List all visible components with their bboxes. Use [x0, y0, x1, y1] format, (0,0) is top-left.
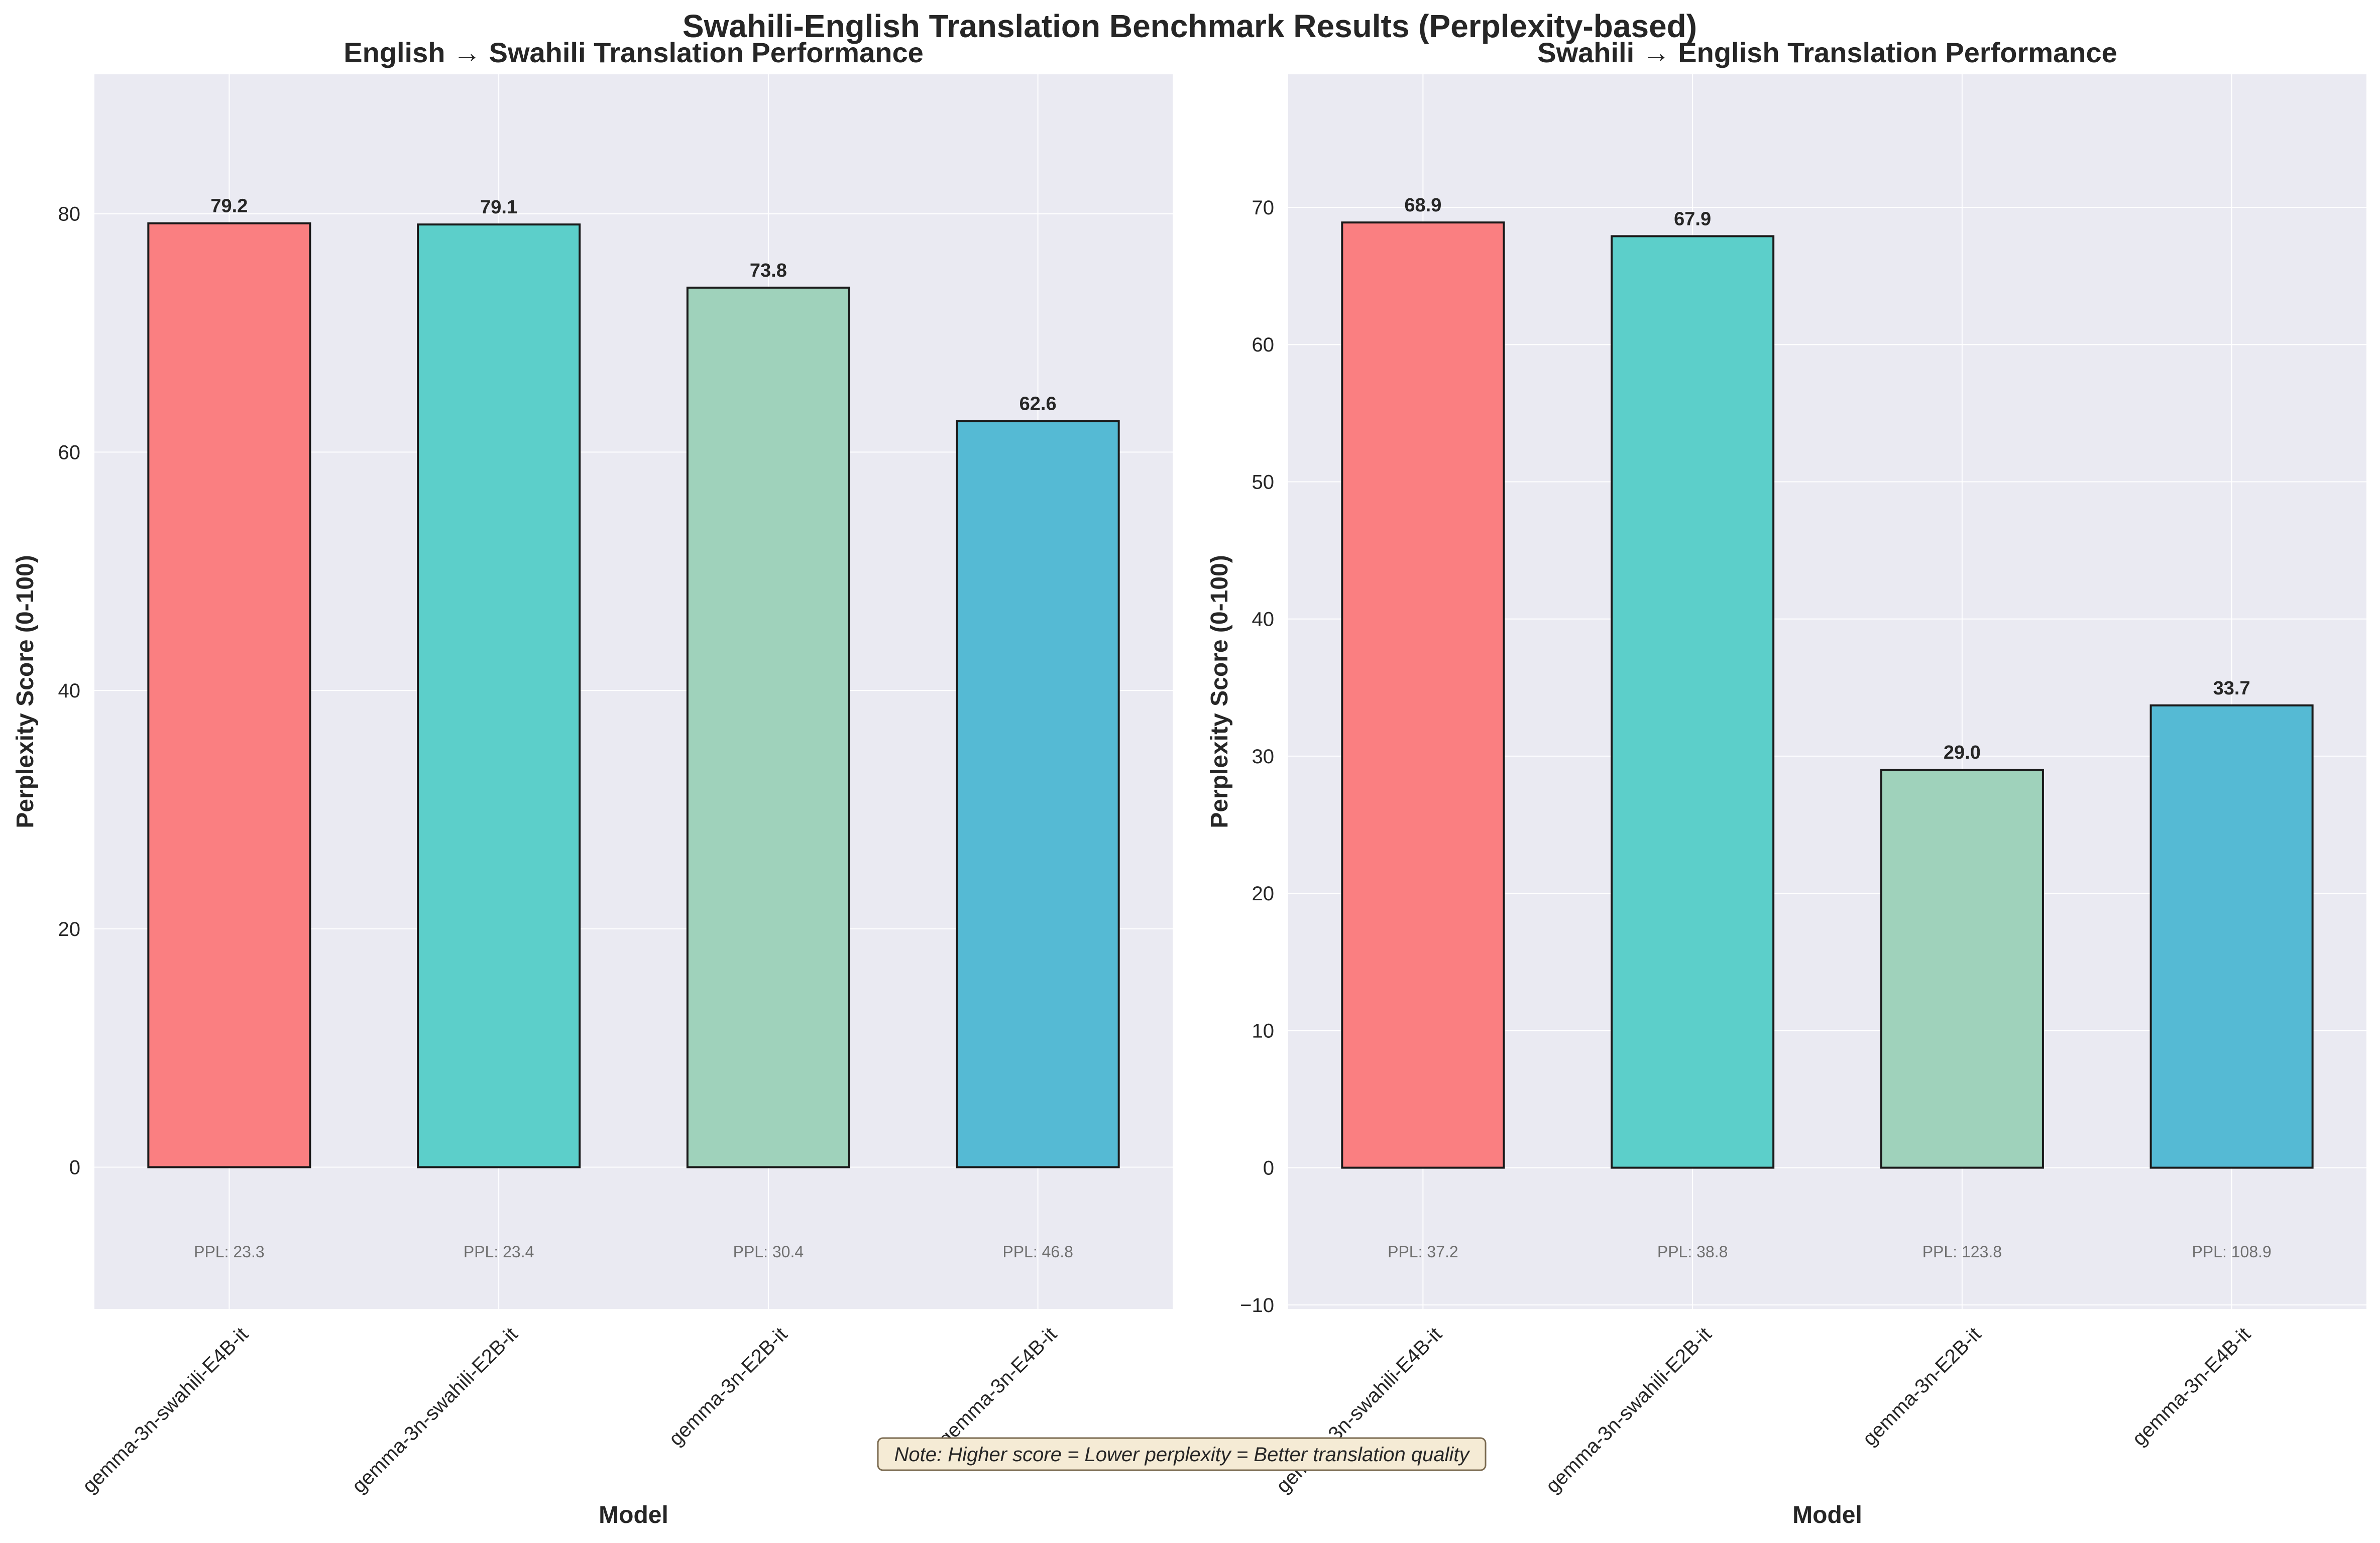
chart1-value-label: 79.2: [210, 196, 248, 217]
chart2-ytick-label: 70: [1252, 197, 1275, 219]
chart1-bar: [147, 222, 311, 1168]
chart1-value-label: 62.6: [1019, 394, 1057, 415]
chart1-title: English → Swahili Translation Performanc…: [344, 37, 924, 68]
chart1-ytick-label: 40: [58, 680, 81, 702]
chart1-ppl-label: PPL: 23.4: [464, 1243, 534, 1261]
chart2-ytick-label: 40: [1252, 609, 1275, 631]
chart1-ytick-label: 80: [58, 203, 81, 225]
chart2-ytick-label: 60: [1252, 334, 1275, 356]
chart2-ytick-label: 10: [1252, 1020, 1275, 1042]
chart2-ppl-label: PPL: 108.9: [2192, 1243, 2271, 1261]
chart2-ytick-label: 50: [1252, 471, 1275, 493]
chart1-xtick-label: gemma-3n-E4B-it: [934, 1323, 1061, 1450]
chart2-ylabel: Perplexity Score (0-100): [1206, 555, 1233, 828]
chart-en-sw: 0 20 40 60 80 79.2 PPL: 23.3 gemma-3n-swahili-E…: [12, 37, 1173, 1528]
chart1-xtick-label: gemma-3n-E2B-it: [664, 1323, 791, 1450]
chart-sw-en: −10 0 10 20 30 40 50 60 70 68.9 PPL: 37.2 gemma-3n-…: [1206, 37, 2366, 1528]
chart1-bar: [686, 286, 850, 1168]
chart1-ytick-label: 20: [58, 918, 81, 940]
chart2-ppl-label: PPL: 38.8: [1657, 1243, 1728, 1261]
note-box: Note: Higher score = Lower perplexity = …: [877, 1437, 1487, 1471]
chart1-ytick-label: 0: [69, 1157, 80, 1179]
chart1-ppl-label: PPL: 46.8: [1002, 1243, 1073, 1261]
chart2-ppl-label: PPL: 123.8: [1922, 1243, 2002, 1261]
chart1-bar: [956, 420, 1120, 1168]
chart2-ppl-label: PPL: 37.2: [1388, 1243, 1458, 1261]
note-text: Note: Higher score = Lower perplexity = …: [894, 1444, 1470, 1466]
chart2-title: Swahili → English Translation Performanc…: [1537, 37, 2117, 68]
chart2-value-label: 29.0: [1944, 742, 1981, 763]
chart1-ppl-label: PPL: 23.3: [194, 1243, 265, 1261]
chart1-value-label: 79.1: [480, 197, 517, 218]
chart2-xtick-label: gemma-3n-swahili-E2B-it: [1541, 1323, 1716, 1497]
chart1-ytick-label: 60: [58, 441, 81, 463]
chart1-value-label: 73.8: [750, 260, 787, 281]
figure-title: Swahili-English Translation Benchmark Re…: [683, 8, 1697, 44]
chart1-xtick-label: gemma-3n-swahili-E2B-it: [348, 1323, 522, 1497]
chart2-ytick-label: 30: [1252, 746, 1275, 768]
chart2-value-label: 33.7: [2213, 678, 2250, 699]
chart1-ppl-label: PPL: 30.4: [733, 1243, 804, 1261]
chart2-bar: [1611, 235, 1775, 1169]
note-background: [877, 1437, 1487, 1471]
chart1-ylabel: Perplexity Score (0-100): [12, 555, 39, 828]
chart2-value-label: 68.9: [1404, 195, 1441, 216]
chart2-xlabel: Model: [1792, 1502, 1862, 1528]
chart2-ytick-label: 20: [1252, 883, 1275, 905]
chart2-xtick-label: gemma-3n-swahili-E4B-it: [1272, 1323, 1446, 1497]
chart2-xtick-label: gemma-3n-E2B-it: [1858, 1323, 1985, 1450]
chart2-bar: [1880, 769, 2044, 1169]
chart1-xtick-label: gemma-3n-swahili-E4B-it: [78, 1323, 253, 1497]
chart2-bar: [2149, 704, 2314, 1169]
chart2-ytick-label: 0: [1263, 1157, 1274, 1179]
chart1-bar: [417, 223, 581, 1168]
chart1-xlabel: Model: [599, 1502, 668, 1528]
chart2-xtick-label: gemma-3n-E4B-it: [2128, 1323, 2255, 1450]
chart2-ytick-label: −10: [1240, 1294, 1274, 1317]
chart2-bar: [1341, 221, 1505, 1169]
chart2-value-label: 67.9: [1674, 208, 1711, 229]
